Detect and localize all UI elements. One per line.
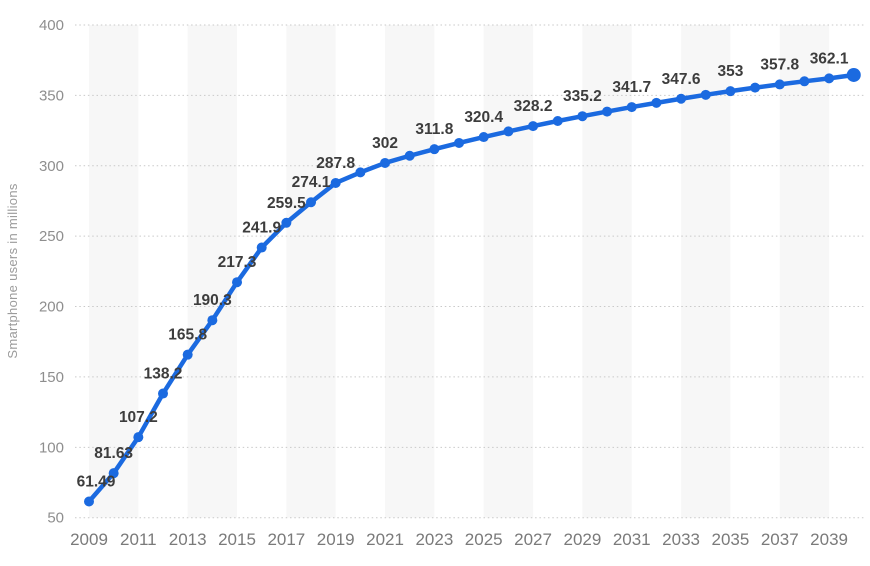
y-axis-ticks: 50 100 150 200 250 300 350 400: [39, 17, 64, 527]
data-point-2027: [528, 121, 539, 132]
point-label-2014: 190.3: [193, 292, 232, 309]
x-tick-label-2027: 2027: [514, 530, 552, 549]
data-point-2026: [503, 126, 514, 137]
y-tick-label-150: 150: [39, 369, 64, 386]
x-tick-label-2037: 2037: [761, 530, 799, 549]
point-label-2027: 328.2: [514, 98, 553, 115]
x-tick-label-2029: 2029: [563, 530, 601, 549]
data-point-2028: [552, 116, 563, 127]
background-stripe: [89, 25, 139, 518]
data-point-2025: [478, 132, 489, 143]
background-stripe: [779, 25, 830, 518]
point-label-2029: 335.2: [563, 88, 602, 105]
data-point-2030: [602, 106, 613, 117]
data-series: [84, 67, 861, 507]
data-point-2020: [355, 167, 366, 178]
data-point-2019: [330, 177, 341, 188]
data-point-2015: [232, 277, 243, 288]
point-label-2016: 241.9: [242, 220, 281, 237]
y-tick-label-250: 250: [39, 228, 64, 245]
x-tick-label-2035: 2035: [712, 530, 750, 549]
data-point-2029: [577, 111, 588, 122]
point-label-2035: 353: [717, 63, 743, 80]
point-label-2019: 287.8: [316, 155, 355, 172]
data-point-2023: [429, 144, 440, 155]
point-label-2018: 274.1: [292, 174, 331, 191]
data-point-2036: [750, 82, 761, 93]
x-tick-label-2017: 2017: [267, 530, 305, 549]
background-stripe: [385, 25, 435, 518]
x-tick-label-2009: 2009: [70, 530, 108, 549]
x-tick-label-2013: 2013: [169, 530, 207, 549]
data-point-2012: [158, 388, 169, 399]
background-stripe: [286, 25, 336, 518]
background-stripes: [89, 25, 830, 518]
x-tick-label-2015: 2015: [218, 530, 256, 549]
data-point-2038: [799, 76, 810, 87]
x-axis-ticks: 2009 2011 2013 2015 2017 2019 2021 2023 2025 2027…: [70, 530, 848, 549]
y-tick-label-50: 50: [47, 510, 64, 527]
data-point-2010: [108, 468, 119, 479]
data-point-2011: [133, 432, 144, 443]
data-point-2022: [404, 150, 415, 161]
data-point-2014: [207, 315, 218, 326]
point-label-2009: 61.49: [77, 474, 116, 491]
point-label-2025: 320.4: [464, 109, 503, 126]
point-label-2039: 362.1: [810, 50, 849, 67]
point-label-2013: 165.8: [168, 327, 207, 344]
y-tick-label-300: 300: [39, 158, 64, 175]
x-tick-label-2023: 2023: [415, 530, 453, 549]
x-tick-label-2033: 2033: [662, 530, 700, 549]
point-label-2033: 347.6: [662, 71, 701, 88]
point-label-2015: 217.3: [218, 254, 257, 271]
data-point-2033: [676, 93, 687, 104]
y-tick-label-350: 350: [39, 87, 64, 104]
y-tick-label-400: 400: [39, 17, 64, 34]
point-label-2021: 302: [372, 135, 398, 152]
data-point-2016: [256, 242, 267, 253]
data-point-2024: [454, 137, 465, 148]
x-tick-label-2011: 2011: [120, 530, 157, 549]
x-tick-label-2031: 2031: [613, 530, 651, 549]
x-tick-label-2039: 2039: [810, 530, 848, 549]
point-label-2011: 107.2: [119, 409, 158, 426]
y-axis-title: Smartphone users in millions: [5, 183, 20, 359]
data-point-2032: [651, 97, 662, 108]
background-stripe: [187, 25, 238, 518]
y-tick-label-200: 200: [39, 299, 64, 316]
data-point-2021: [380, 157, 391, 168]
point-label-2017: 259.5: [267, 195, 306, 212]
data-point-2018: [306, 197, 317, 208]
data-point-2013: [182, 349, 193, 360]
data-point-2037: [774, 79, 785, 90]
point-labels: 61.49 81.63 107.2 138.2 165.8 190.3 217.3 241.9…: [77, 50, 849, 490]
point-label-2010: 81.63: [94, 445, 133, 462]
data-point-2017: [281, 217, 292, 228]
background-stripe: [483, 25, 534, 518]
x-tick-label-2025: 2025: [465, 530, 503, 549]
background-stripe: [681, 25, 731, 518]
gridlines: [75, 24, 866, 519]
y-tick-label-100: 100: [39, 439, 64, 456]
point-label-2031: 341.7: [612, 79, 651, 96]
x-tick-label-2019: 2019: [317, 530, 355, 549]
data-point-2009: [84, 496, 94, 507]
point-label-2012: 138.2: [144, 366, 183, 383]
data-point-2031: [626, 102, 637, 113]
point-label-2023: 311.8: [415, 121, 453, 138]
data-point-2034: [700, 89, 711, 100]
point-label-2037: 357.8: [760, 56, 799, 73]
data-point-2039: [824, 73, 835, 84]
data-point-2035: [725, 86, 736, 97]
x-tick-label-2021: 2021: [366, 530, 404, 549]
data-point-2040: [846, 67, 861, 82]
